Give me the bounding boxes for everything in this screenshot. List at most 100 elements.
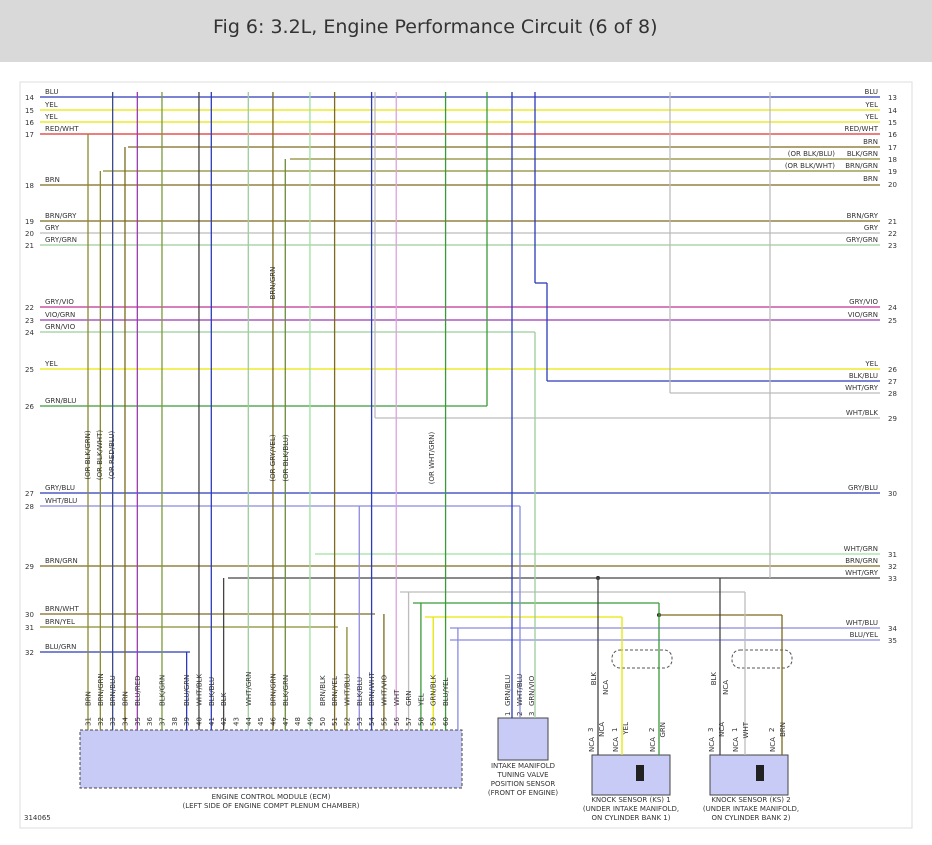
vertical-label: GRN <box>659 722 667 738</box>
vertical-label: BRN/YEL <box>331 676 339 706</box>
vertical-label: 3 <box>587 728 595 732</box>
vertical-label: 52 <box>343 717 351 726</box>
row-number: 24 <box>25 329 34 337</box>
knock-sensor-label: KNOCK SENSOR (KS) 1 <box>591 796 670 804</box>
row-number: 26 <box>25 403 34 411</box>
wire-label: YEL <box>44 113 58 121</box>
row-number: 21 <box>25 242 34 250</box>
wire-label: GRY/GRN <box>45 236 77 244</box>
wire-label: GRN/VIO <box>45 323 76 331</box>
wire-label: GRY <box>864 224 879 232</box>
vertical-label: 1 <box>611 728 619 732</box>
row-number: 34 <box>888 625 897 633</box>
wire-label: VIO/GRN <box>45 311 75 319</box>
vertical-label: 58 <box>417 717 425 726</box>
knock-sensor-label: KNOCK SENSOR (KS) 2 <box>711 796 790 804</box>
vertical-label: BLU/YEL <box>442 677 450 706</box>
vertical-label: WHT/BLK <box>195 673 203 706</box>
vertical-label: 38 <box>171 717 179 726</box>
sensor-box <box>498 718 548 760</box>
vertical-label: BLK/GRN <box>282 675 290 706</box>
row-number: 32 <box>25 649 34 657</box>
vertical-label: 40 <box>195 717 203 726</box>
vertical-label: 33 <box>109 717 117 726</box>
wire-label: BRN/GRN <box>845 557 878 565</box>
vertical-label: NCA <box>769 737 777 752</box>
vertical-label: 42 <box>220 717 228 726</box>
wire-label: YEL <box>864 113 878 121</box>
wire-label: BLK/BLU <box>849 372 878 380</box>
vertical-label: 1 <box>504 712 512 716</box>
vertical-label: BRN <box>85 691 93 706</box>
vertical-label: 3 <box>707 728 715 732</box>
vertical-label: 59 <box>430 717 438 726</box>
row-number: 21 <box>888 218 897 226</box>
row-number: 19 <box>888 168 897 176</box>
vertical-label: WHT <box>393 689 401 706</box>
row-number: 20 <box>25 230 34 238</box>
wire-label: WHT/GRY <box>845 384 879 392</box>
wire-label: WHT/BLU <box>846 619 878 627</box>
vertical-label: 1 <box>731 728 739 732</box>
wire-label: GRY/GRN <box>846 236 878 244</box>
vertical-label: NCA <box>649 737 657 752</box>
row-number: 33 <box>888 575 897 583</box>
wire-label: GRY/VIO <box>849 298 878 306</box>
wire-label: VIO/GRN <box>848 311 878 319</box>
vertical-label: 56 <box>393 717 401 726</box>
vertical-label: 54 <box>368 717 376 726</box>
vertical-label: NCA <box>708 737 716 752</box>
vertical-label: 48 <box>294 717 302 726</box>
vertical-label: NCA <box>612 737 620 752</box>
wire-label: BRN <box>863 138 878 146</box>
wire-label: GRY/BLU <box>45 484 75 492</box>
vertical-label: 3 <box>528 712 536 716</box>
row-number: 14 <box>888 107 897 115</box>
alt-label: (OR BLK/BLU) <box>788 150 835 158</box>
vertical-label: WHT/BLU <box>343 674 351 706</box>
vertical-label: 43 <box>232 717 240 726</box>
sensor-element <box>756 765 764 781</box>
knock-sensor-label: ON CYLINDER BANK 2) <box>712 814 791 822</box>
vertical-label: BLK <box>220 692 228 706</box>
wire-label: WHT/BLU <box>45 497 77 505</box>
row-number: 15 <box>25 107 34 115</box>
row-number: 30 <box>25 611 34 619</box>
vertical-label: 47 <box>282 717 290 726</box>
row-number: 14 <box>25 94 34 102</box>
vertical-label: 37 <box>158 717 166 726</box>
wire-label: BRN <box>863 175 878 183</box>
vertical-label: BRN/BLK <box>319 675 327 706</box>
row-number: 29 <box>25 563 34 571</box>
row-number: 18 <box>888 156 897 164</box>
vertical-label: 36 <box>146 717 154 726</box>
wire-label: BRN <box>45 176 60 184</box>
vertical-label: 34 <box>121 717 129 726</box>
vertical-label: 46 <box>269 717 277 726</box>
vertical-label: 41 <box>208 717 216 726</box>
row-number: 13 <box>888 94 897 102</box>
wire-label: GRY <box>45 224 60 232</box>
wire-label: BRN/WHT <box>45 605 79 613</box>
vertical-label: BLK <box>590 672 598 686</box>
vertical-label: BRN/BLU <box>109 675 117 706</box>
row-number: 19 <box>25 218 34 226</box>
vertical-label: 2 <box>648 728 656 732</box>
vertical-label: 51 <box>331 717 339 726</box>
wire-label: BRN/GRN <box>845 162 878 170</box>
row-number: 25 <box>25 366 34 374</box>
vertical-label: 49 <box>306 717 314 726</box>
vertical-label: 2 <box>516 712 524 716</box>
wire-label: RED/WHT <box>45 125 79 133</box>
ecm-box <box>80 730 462 788</box>
vertical-label: BLK <box>710 672 718 686</box>
vertical-label: 57 <box>405 717 413 726</box>
vertical-label: 2 <box>768 728 776 732</box>
wire-label: BLK/GRN <box>847 150 878 158</box>
knock-sensor-box <box>592 755 670 795</box>
row-number: 22 <box>888 230 897 238</box>
vertical-label: 45 <box>257 717 265 726</box>
vertical-label: BRN/GRN <box>97 673 105 706</box>
vertical-label: GRN/VIO <box>528 675 536 706</box>
